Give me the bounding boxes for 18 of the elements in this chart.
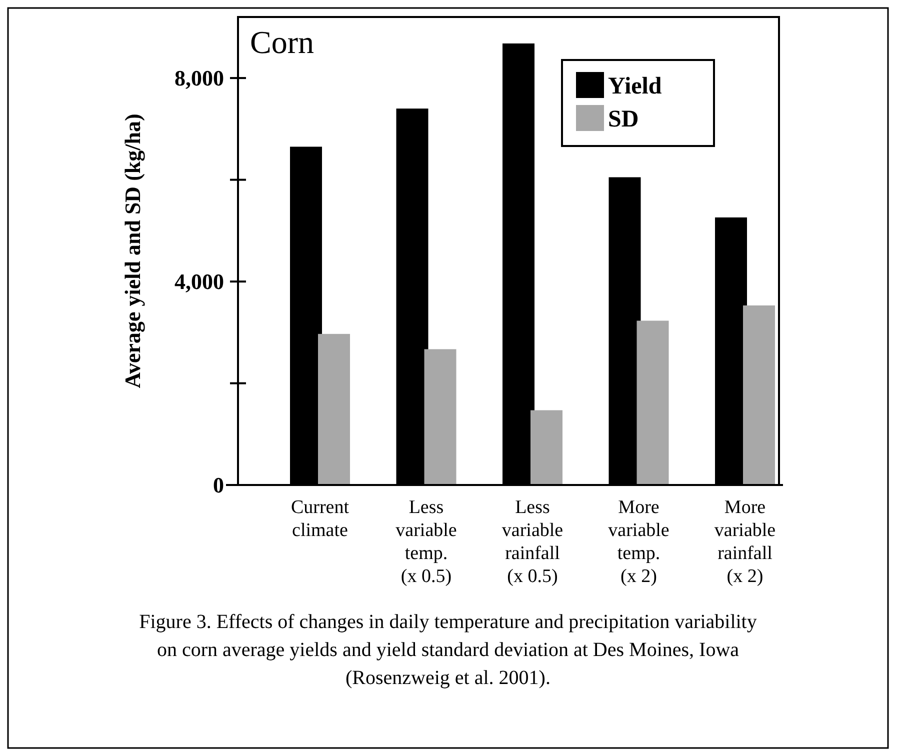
x-tick-label: Current climate [290, 497, 350, 541]
y-tick-label: 4,000 [174, 269, 224, 294]
caption: Figure 3. Effects of changes in daily temperature and precipitation variability on corn average yields and yield standard deviation at Des Moines, Iowa (Rosenzweig et al. 2001). [139, 611, 757, 689]
bar [743, 305, 775, 485]
bar [318, 334, 350, 485]
x-tick-label: More variable rainfall (x 2) [714, 497, 776, 587]
bar [424, 349, 456, 485]
legend-label: SD [608, 106, 639, 132]
legend-label: Yield [608, 73, 662, 100]
y-tick-label: 0 [213, 472, 224, 498]
bar [530, 410, 562, 485]
chart-title: Corn [250, 24, 314, 60]
bar [636, 320, 669, 485]
x-tick-label: More variable temp. (x 2) [608, 497, 670, 587]
y-tick-label: 8,000 [174, 66, 224, 91]
y-axis-title: Average yield and SD (kg/ha) [120, 114, 145, 388]
x-tick-label: Less variable rainfall (x 0.5) [502, 497, 564, 587]
x-tick-label: Less variable temp. (x 0.5) [396, 497, 457, 587]
